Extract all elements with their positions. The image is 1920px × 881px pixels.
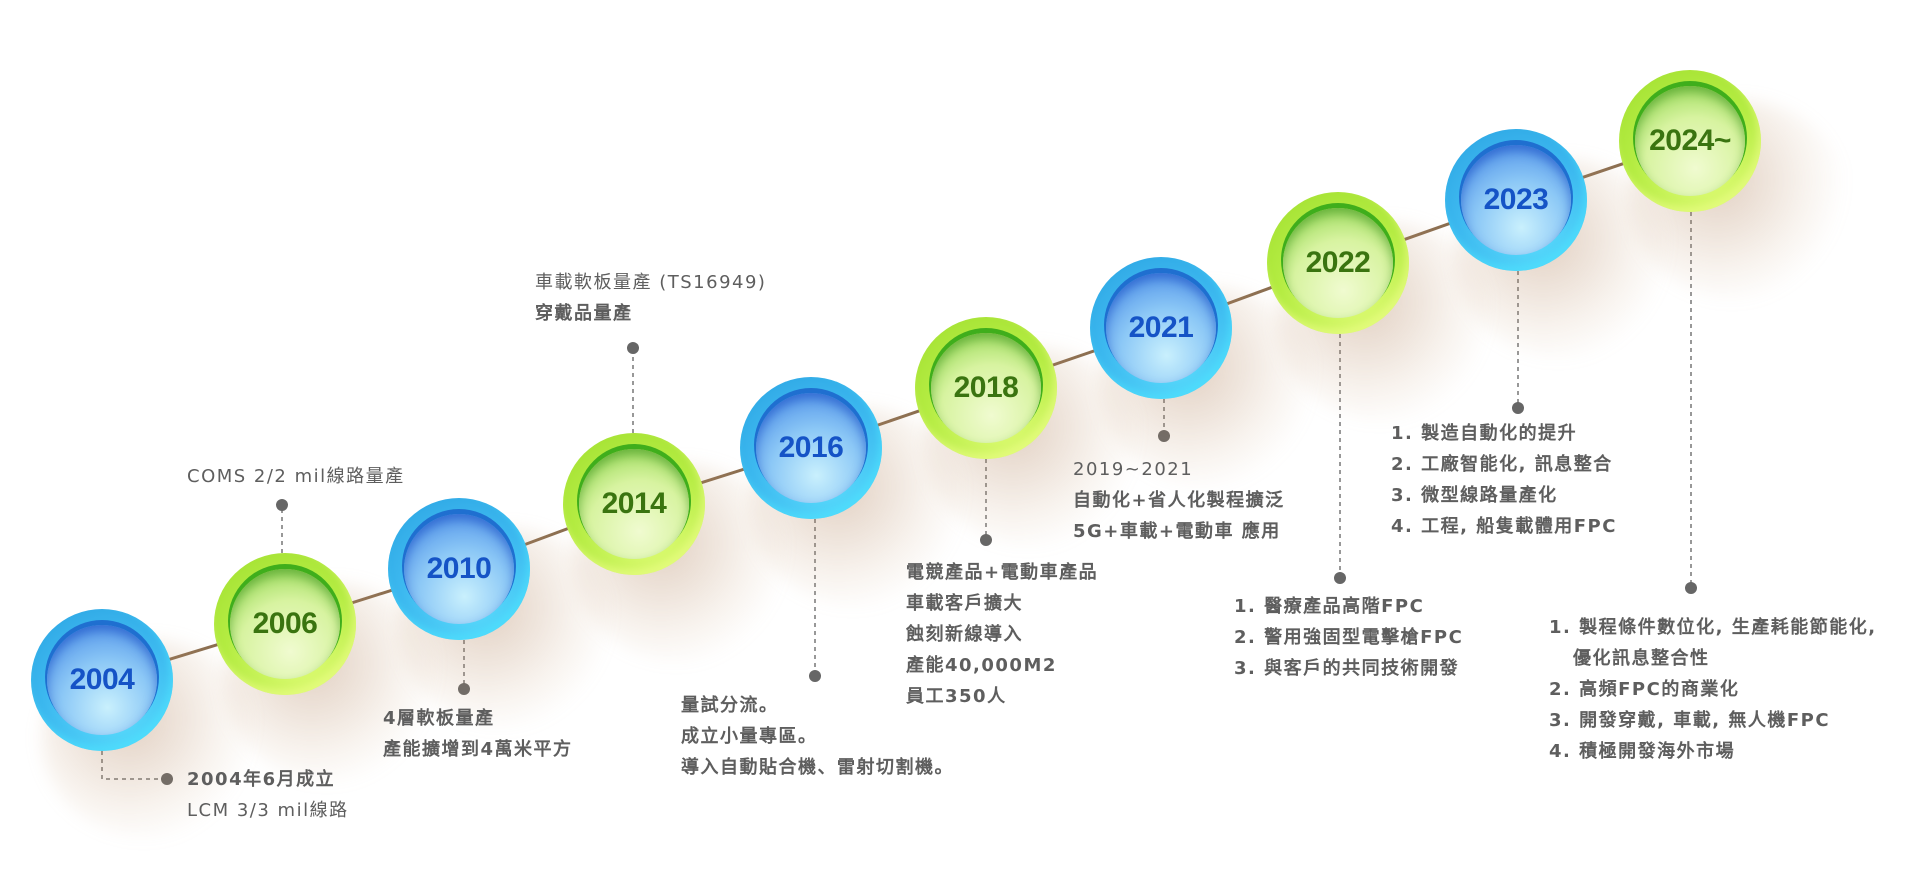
description-line: 自動化+省人化製程擴泛 <box>1073 490 1285 511</box>
year-label: 2014 <box>601 487 667 520</box>
year-label: 2023 <box>1483 183 1549 216</box>
year-node-2021: 2021 <box>1090 257 1232 399</box>
year-node-inner: 2024~ <box>1635 86 1745 196</box>
year-node-2014: 2014 <box>563 433 705 575</box>
year-label: 2018 <box>953 371 1019 404</box>
year-node-2006: 2006 <box>214 553 356 695</box>
description-line: 成立小量專區。 <box>681 726 818 747</box>
milestone-description: 量試分流。成立小量專區。導入自動貼合機、雷射切割機。 <box>681 690 954 783</box>
description-line: 產能40,000M2 <box>906 655 1057 676</box>
milestone-description: 4層軟板量產產能擴增到4萬米平方 <box>383 703 573 765</box>
leader-dot <box>276 499 288 511</box>
milestone-description: 1. 製程條件數位化, 生產耗能節能化, 優化訊息整合性 2. 高頻FPC的商業化 3… <box>1549 612 1877 767</box>
year-node-inner: 2018 <box>931 333 1041 443</box>
description-line: 2004年6月成立 <box>187 769 336 790</box>
leader-dot <box>980 534 992 546</box>
milestone-description: 1. 製造自動化的提升 2. 工廠智能化, 訊息整合 3. 微型線路量產化 4. 工程… <box>1391 418 1617 542</box>
description-line: 3. 與客戶的共同技術開發 <box>1234 658 1460 679</box>
description-line: 員工350人 <box>906 686 1007 707</box>
year-node-inner: 2010 <box>404 514 514 624</box>
leader-dot <box>627 342 639 354</box>
leader-dot <box>1512 402 1524 414</box>
description-line: COMS 2/2 mil線路量產 <box>187 466 405 487</box>
milestone-description: 2004年6月成立 LCM 3/3 mil線路 <box>187 764 349 826</box>
year-node-2024: 2024~ <box>1619 70 1761 212</box>
description-line: 產能擴增到4萬米平方 <box>383 739 573 760</box>
year-node-inner: 2016 <box>756 393 866 503</box>
description-line: 優化訊息整合性 <box>1573 648 1710 669</box>
year-node-2018: 2018 <box>915 317 1057 459</box>
year-node-2016: 2016 <box>740 377 882 519</box>
description-line: 2. 高頻FPC的商業化 <box>1549 679 1740 700</box>
year-node-inner: 2022 <box>1283 208 1393 318</box>
description-line: 量試分流。 <box>681 695 779 716</box>
year-label: 2010 <box>426 552 492 585</box>
description-line: 4. 工程, 船隻載體用FPC <box>1391 516 1617 537</box>
description-line: 3. 微型線路量產化 <box>1391 485 1558 506</box>
milestone-description: 電競產品+電動車產品 車載客戶擴大 蝕刻新線導入產能40,000M2 員工350人 <box>906 557 1098 712</box>
leader-dot <box>809 670 821 682</box>
year-node-2010: 2010 <box>388 498 530 640</box>
year-node-inner: 2014 <box>579 449 689 559</box>
year-label: 2024~ <box>1649 124 1731 157</box>
description-line: 電競產品+電動車產品 <box>906 562 1099 583</box>
description-line: 4. 積極開發海外市場 <box>1549 741 1736 762</box>
year-node-inner: 2021 <box>1106 273 1216 383</box>
description-line: LCM 3/3 mil線路 <box>187 800 349 821</box>
year-node-2022: 2022 <box>1267 192 1409 334</box>
year-label: 2006 <box>252 607 318 640</box>
milestone-description: 2019~2021 自動化+省人化製程擴泛 5G+車載+電動車 應用 <box>1073 454 1285 547</box>
leader-dot <box>1685 582 1697 594</box>
leader-dot <box>161 773 173 785</box>
year-label: 2004 <box>69 663 135 696</box>
milestone-description: COMS 2/2 mil線路量產 <box>187 461 405 492</box>
year-label: 2022 <box>1305 246 1371 279</box>
year-label: 2016 <box>778 431 844 464</box>
description-line: 1. 製程條件數位化, 生產耗能節能化, <box>1549 617 1877 638</box>
year-label: 2021 <box>1128 311 1194 344</box>
description-line: 4層軟板量產 <box>383 708 495 729</box>
milestone-description: 車載軟板量產 (TS16949) 穿戴品量產 <box>535 267 766 329</box>
description-line: 導入自動貼合機、雷射切割機。 <box>681 757 954 778</box>
description-line: 穿戴品量產 <box>535 303 633 324</box>
description-line: 2019~2021 <box>1073 459 1194 480</box>
description-line: 5G+車載+電動車 應用 <box>1073 521 1281 542</box>
description-line: 2. 警用強固型電擊槍FPC <box>1234 627 1464 648</box>
description-line: 蝕刻新線導入 <box>906 624 1023 645</box>
description-line: 1. 醫療產品高階FPC <box>1234 596 1425 617</box>
description-line: 3. 開發穿戴, 車載, 無人機FPC <box>1549 710 1831 731</box>
milestone-description: 1. 醫療產品高階FPC 2. 警用強固型電擊槍FPC 3. 與客戶的共同技術開發 <box>1234 591 1463 684</box>
year-node-inner: 2004 <box>47 625 157 735</box>
year-node-inner: 2006 <box>230 569 340 679</box>
year-node-2004: 2004 <box>31 609 173 751</box>
leader-dot <box>1334 572 1346 584</box>
description-line: 2. 工廠智能化, 訊息整合 <box>1391 454 1613 475</box>
dashed-leader-line <box>101 751 167 780</box>
description-line: 1. 製造自動化的提升 <box>1391 423 1578 444</box>
leader-dot <box>1158 430 1170 442</box>
year-node-2023: 2023 <box>1445 129 1587 271</box>
description-line: 車載客戶擴大 <box>906 593 1023 614</box>
description-line: 車載軟板量產 (TS16949) <box>535 272 767 293</box>
leader-dot <box>458 683 470 695</box>
year-node-inner: 2023 <box>1461 145 1571 255</box>
